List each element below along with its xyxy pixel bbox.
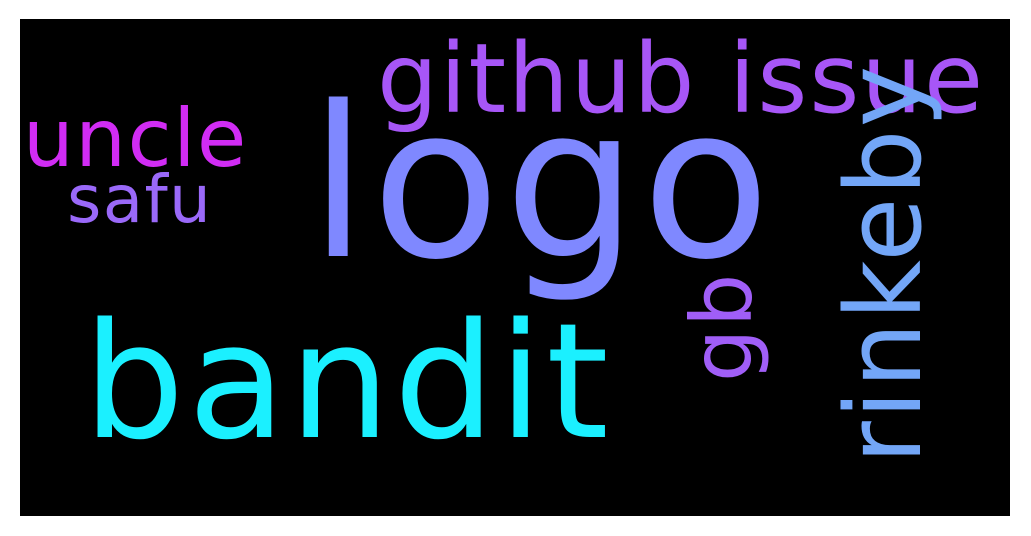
word-logo: logo bbox=[309, 61, 775, 306]
word-safu: safu bbox=[67, 161, 213, 238]
word-github-issue: github issue bbox=[377, 23, 986, 135]
word-bandit: bandit bbox=[83, 288, 612, 475]
word-rinkeby: rinkeby bbox=[823, 63, 945, 464]
word-gb: gb bbox=[673, 271, 771, 382]
word-cloud-canvas: logo bandit github issue uncle safu rink… bbox=[20, 19, 1010, 516]
word-uncle: uncle bbox=[23, 92, 248, 185]
